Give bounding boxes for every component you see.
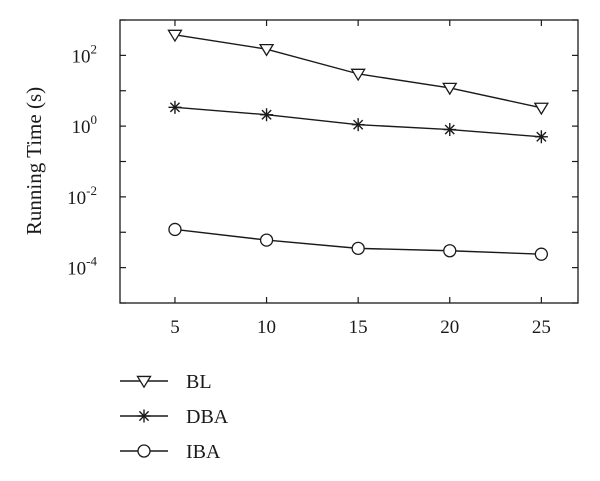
y-tick-label: 102 (72, 41, 98, 67)
legend-item-bl: BL (120, 371, 212, 393)
y-tick-label: 10-4 (67, 254, 97, 280)
x-tick-label: 10 (257, 317, 276, 338)
circle-marker (351, 241, 365, 256)
series-dba (168, 100, 548, 144)
triangle-down-marker (442, 82, 458, 96)
data-point (168, 222, 182, 237)
data-point (351, 241, 365, 256)
y-tick-label: 100 (72, 112, 98, 138)
series-iba (168, 222, 549, 261)
data-point (442, 82, 458, 96)
asterisk-marker (168, 100, 182, 114)
asterisk-marker (443, 123, 457, 137)
data-point (168, 100, 182, 114)
y-axis: 10-4 10-2 100 102 (67, 19, 578, 304)
triangle-down-marker (167, 29, 183, 43)
data-point (167, 29, 183, 43)
legend-label: DBA (186, 406, 229, 428)
circle-marker (168, 222, 182, 237)
legend-label: IBA (186, 441, 221, 463)
data-point (260, 108, 274, 122)
circle-marker (534, 247, 549, 261)
circle-marker (259, 233, 274, 247)
triangle-down-marker (136, 375, 152, 389)
asterisk-marker (137, 409, 151, 423)
triangle-down-marker (533, 102, 550, 116)
triangle-down-marker (350, 68, 366, 82)
data-point (350, 68, 366, 82)
data-point (443, 244, 457, 258)
data-point (351, 118, 365, 132)
asterisk-marker (260, 108, 274, 122)
x-axis: 5 10 15 20 25 (170, 20, 551, 338)
y-tick-label: 10-2 (67, 183, 97, 209)
x-tick-label: 20 (440, 317, 459, 338)
data-point (259, 233, 274, 247)
y-axis-label: Running Time (s) (22, 87, 46, 235)
circle-marker (443, 244, 457, 258)
x-tick-label: 5 (170, 317, 180, 338)
legend-label: BL (186, 371, 212, 393)
data-point (258, 43, 275, 57)
circle-marker (137, 444, 151, 458)
legend: BL DBA IBA (120, 371, 229, 463)
legend-item-dba: DBA (120, 406, 229, 428)
asterisk-marker (534, 130, 548, 144)
x-tick-label: 25 (532, 317, 551, 338)
plot-area-frame (119, 19, 579, 304)
data-point (534, 247, 549, 261)
triangle-down-marker (258, 43, 275, 57)
data-point (534, 130, 548, 144)
asterisk-marker (351, 118, 365, 132)
legend-item-iba: IBA (120, 441, 221, 463)
series-bl (167, 29, 550, 116)
x-tick-label: 15 (349, 317, 368, 338)
data-point (443, 123, 457, 137)
data-point (533, 102, 550, 116)
series-layer (167, 29, 550, 261)
